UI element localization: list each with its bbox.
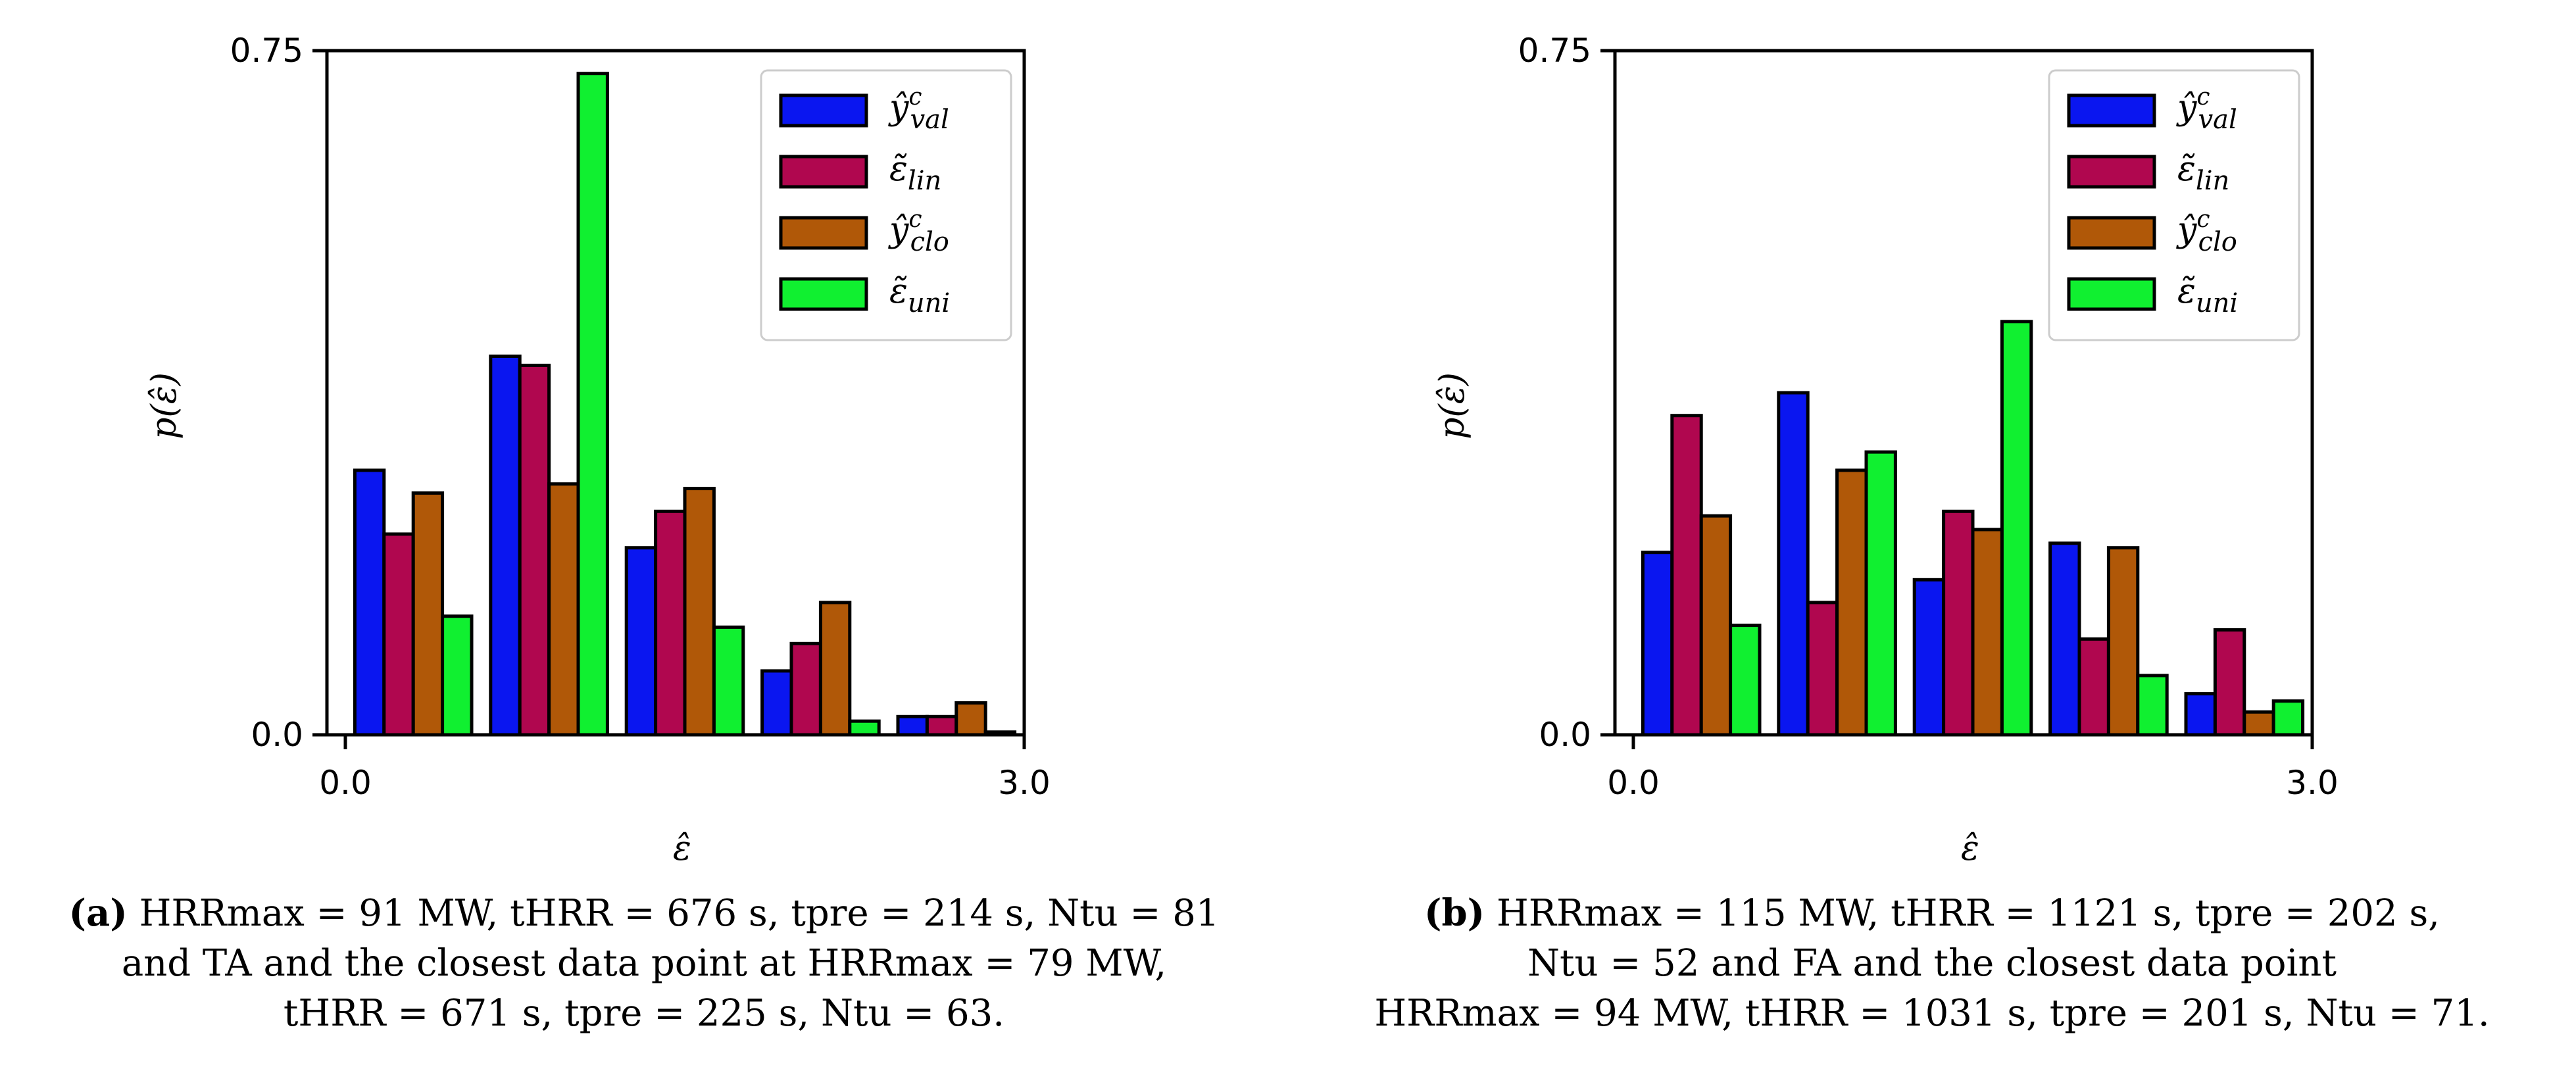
chart-a-bar-s2-b1 xyxy=(547,482,580,737)
chart-a-legend-swatch-3 xyxy=(779,277,868,311)
chart-a-ytick-label-1: 0.75 xyxy=(230,32,303,70)
caption-b-line1: (b) HRRmax = 115 MW, tHRR = 1121 s, tpre… xyxy=(1288,888,2576,939)
chart-b-legend-swatch-1 xyxy=(2067,155,2156,189)
chart-a-bar-s0-b4 xyxy=(896,714,929,737)
chart-a-bar-s3-b0 xyxy=(441,614,474,737)
chart-a-bar-s2-b2 xyxy=(683,487,716,737)
chart-a-plot-frame xyxy=(325,49,1026,737)
caption-a-line3: tHRR = 671 s, tpre = 225 s, Ntu = 63. xyxy=(283,992,1005,1035)
chart-b-bar-s3-b0 xyxy=(1729,624,1762,737)
chart-b-bar-s0-b4 xyxy=(2184,692,2217,737)
chart-b-bar-s2-b4 xyxy=(2242,710,2275,737)
chart-a-xlabel: ε̂ xyxy=(673,829,691,868)
chart-b: 0.0 0.75 0.0 3.0 ε̂ p(ε̂) ŷc val ε̃lin ŷc clo ε̃uni xyxy=(1433,32,2339,868)
chart-b-bar-s0-b3 xyxy=(2048,541,2081,737)
chart-b-bar-s1-b0 xyxy=(1670,414,1703,737)
chart-b-bar-s0-b1 xyxy=(1777,391,1810,737)
chart-b-xtick-label-0: 0.0 xyxy=(1607,764,1660,802)
chart-b-bar-s3-b3 xyxy=(2136,674,2169,737)
chart-b-ylabel: p(ε̂) xyxy=(1433,372,1472,439)
chart-b-bar-s2-b0 xyxy=(1699,514,1733,737)
chart-a-bar-s3-b2 xyxy=(712,625,745,737)
chart-b-bar-s2-b1 xyxy=(1835,468,1868,737)
chart-a-legend-swatch-1 xyxy=(779,155,868,189)
chart-a: 0.0 0.75 0.0 3.0 ε̂ p(ε̂) ŷc val ε̃lin ŷc clo ε̃uni xyxy=(145,32,1051,868)
chart-b-ytick-label-1: 0.75 xyxy=(1518,32,1591,70)
caption-a-text1: HRRmax = 91 MW, tHRR = 676 s, tpre = 214… xyxy=(139,892,1220,935)
chart-b-bar-s0-b0 xyxy=(1641,551,1674,737)
chart-a-legend-label-3: ε̃uni xyxy=(889,272,950,318)
caption-a-line2: and TA and the closest data point at HRR… xyxy=(121,942,1167,985)
chart-b-xtick-label-1: 3.0 xyxy=(2286,764,2339,802)
caption-a-tag: (a) xyxy=(68,891,128,935)
caption-b-line2: Ntu = 52 and FA and the closest data poi… xyxy=(1527,942,2337,985)
chart-b-legend-swatch-0 xyxy=(2067,93,2156,128)
chart-a-legend-label-0: ŷc val xyxy=(888,84,949,135)
chart-b-bar-s3-b4 xyxy=(2271,699,2305,737)
chart-b-bar-s1-b3 xyxy=(2077,637,2110,737)
chart-a-bar-s0-b0 xyxy=(353,468,386,737)
caption-b-tag: (b) xyxy=(1424,891,1485,935)
chart-a-ytick-label-0: 0.0 xyxy=(251,716,303,754)
chart-b-bar-s1-b4 xyxy=(2213,628,2246,737)
chart-a-legend-box xyxy=(760,69,1012,341)
chart-b-xlabel: ε̂ xyxy=(1961,829,1979,868)
caption-b-line3: HRRmax = 94 MW, tHRR = 1031 s, tpre = 20… xyxy=(1374,992,2490,1035)
chart-a-legend-label-1: ε̃lin xyxy=(889,149,941,196)
chart-a-xtick-label-0: 0.0 xyxy=(319,764,372,802)
chart-a-bar-s3-b3 xyxy=(848,719,881,737)
chart-a-bar-s1-b0 xyxy=(382,532,415,737)
chart-b-ytick-label-0: 0.0 xyxy=(1539,716,1591,754)
chart-b-legend-label-1: ε̃lin xyxy=(2177,149,2229,196)
chart-b-bar-s3-b1 xyxy=(1864,450,1897,737)
chart-b-legend-label-2: ŷc clo xyxy=(2176,206,2237,257)
chart-a-bar-s2-b0 xyxy=(411,491,445,737)
chart-b-bar-s2-b3 xyxy=(2106,546,2140,737)
chart-a-legend-swatch-0 xyxy=(779,93,868,128)
chart-a-bar-s1-b3 xyxy=(789,641,822,737)
chart-b-bar-s1-b2 xyxy=(1942,509,1975,737)
chart-b-legend-box xyxy=(2048,69,2300,341)
chart-b-legend-swatch-3 xyxy=(2067,277,2156,311)
chart-a-legend-label-2: ŷc clo xyxy=(888,206,949,257)
chart-a-ylabel: p(ε̂) xyxy=(145,372,184,439)
chart-b-bar-s2-b2 xyxy=(1971,528,2004,737)
chart-a-bar-s1-b2 xyxy=(654,509,687,737)
chart-a-bar-s2-b3 xyxy=(818,601,852,737)
chart-b-legend-label-3: ε̃uni xyxy=(2177,272,2238,318)
chart-a-bar-s0-b2 xyxy=(624,546,658,737)
caption-b: (b) HRRmax = 115 MW, tHRR = 1121 s, tpre… xyxy=(1288,888,2576,1039)
caption-a: (a) HRRmax = 91 MW, tHRR = 676 s, tpre =… xyxy=(0,888,1288,1039)
chart-b-bar-s1-b1 xyxy=(1806,601,1839,737)
chart-a-bar-s0-b3 xyxy=(760,669,793,737)
chart-b-bar-s0-b2 xyxy=(1912,578,1946,737)
chart-a-bar-s2-b4 xyxy=(954,701,987,737)
chart-b-legend-swatch-2 xyxy=(2067,216,2156,250)
chart-a-legend-swatch-2 xyxy=(779,216,868,250)
caption-a-line1: (a) HRRmax = 91 MW, tHRR = 676 s, tpre =… xyxy=(0,888,1288,939)
chart-a-bar-s3-b1 xyxy=(576,72,609,737)
chart-b-legend-label-0: ŷc val xyxy=(2176,84,2237,135)
caption-b-text1: HRRmax = 115 MW, tHRR = 1121 s, tpre = 2… xyxy=(1496,892,2440,935)
chart-b-bar-s3-b2 xyxy=(2000,320,2033,737)
chart-a-xtick-label-1: 3.0 xyxy=(998,764,1051,802)
chart-a-bar-s1-b4 xyxy=(925,714,958,737)
chart-b-plot-frame xyxy=(1613,49,2314,737)
chart-a-bar-s0-b1 xyxy=(489,355,522,737)
chart-a-bar-s1-b1 xyxy=(518,363,551,737)
